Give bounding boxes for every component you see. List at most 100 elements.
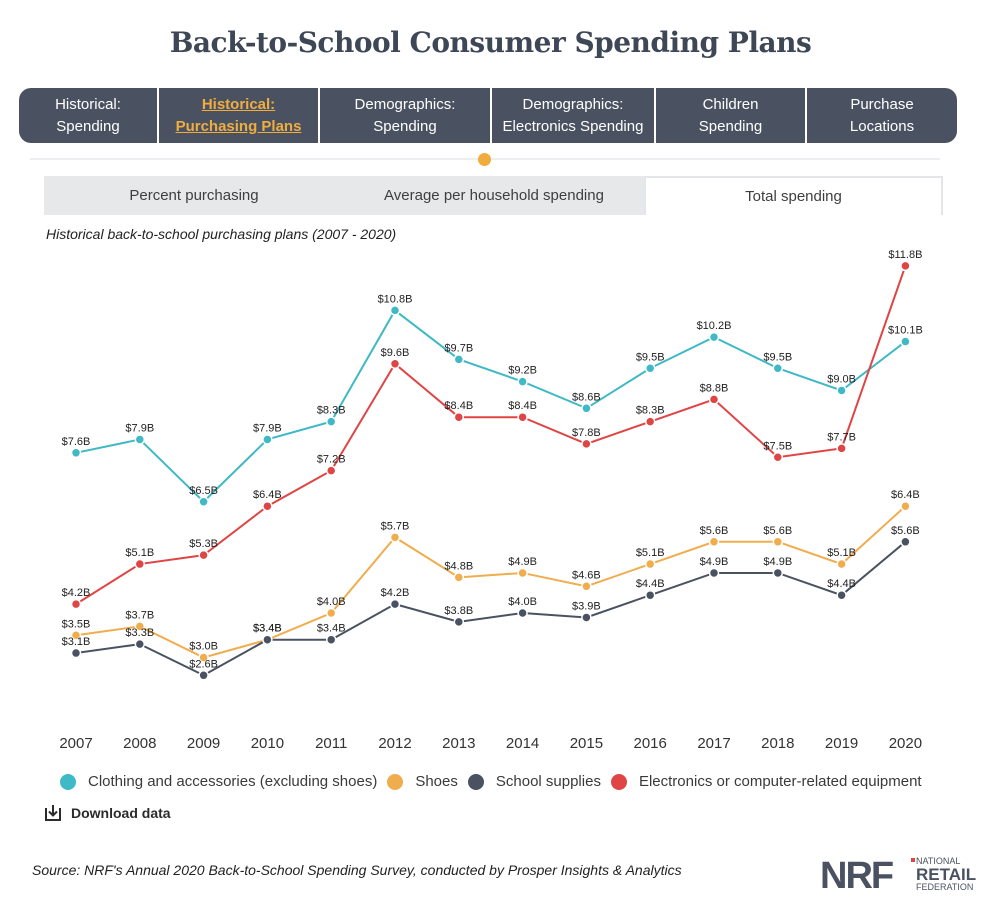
tab-children-spending[interactable]: Children Spending xyxy=(656,88,807,143)
data-label: $7.9B xyxy=(125,422,154,434)
data-label: $5.6B xyxy=(700,525,729,537)
series-line xyxy=(75,505,907,659)
svg-text:RETAIL: RETAIL xyxy=(916,865,976,884)
data-label: $10.1B xyxy=(888,325,923,337)
data-label: $5.1B xyxy=(827,547,856,559)
download-icon xyxy=(45,805,61,821)
legend-item-electronics[interactable]: Electronics or computer-related equipmen… xyxy=(610,773,922,790)
tab-label: Children Spending xyxy=(698,95,763,135)
tab-historical-spending[interactable]: Historical: Spending xyxy=(19,88,159,143)
tab-purchase-locations[interactable]: Purchase Locations xyxy=(807,88,957,143)
data-label: $3.4B xyxy=(253,623,282,635)
legend-marker xyxy=(610,773,627,790)
data-point xyxy=(581,438,592,450)
nrf-logo: NRF NATIONAL RETAIL FEDERATION xyxy=(820,855,976,895)
data-label: $4.0B xyxy=(317,596,346,608)
data-point xyxy=(644,416,656,427)
data-point xyxy=(262,500,273,512)
x-tick-label: 2015 xyxy=(570,735,603,752)
legend-marker xyxy=(467,773,484,790)
chart-caption: Historical back-to-school purchasing pla… xyxy=(46,226,397,242)
data-label: $4.4B xyxy=(636,578,665,590)
data-point xyxy=(517,567,528,579)
data-label: $10.2B xyxy=(697,320,732,332)
tab-label: Purchase Locations xyxy=(849,95,915,135)
data-point xyxy=(644,558,656,570)
subtab-average-per-household[interactable]: Average per household spending xyxy=(384,187,604,204)
subtab-bar: Percent purchasing Average per household… xyxy=(44,176,943,215)
data-point xyxy=(708,394,720,405)
data-point xyxy=(325,634,337,645)
tab-historical-purchasing-plans[interactable]: Historical: Purchasing Plans xyxy=(159,88,320,143)
data-label: $3.0B xyxy=(189,641,218,653)
subtab-total-spending[interactable]: Total spending xyxy=(644,176,943,215)
data-label: $6.4B xyxy=(253,489,282,501)
legend-marker xyxy=(387,773,404,790)
data-label: $4.2B xyxy=(62,587,91,599)
data-point xyxy=(517,411,528,423)
data-point xyxy=(900,500,911,512)
download-data-button[interactable]: Download data xyxy=(44,804,171,822)
x-tick-label: 2011 xyxy=(315,735,347,752)
svg-text:FEDERATION: FEDERATION xyxy=(916,882,973,892)
data-label: $7.7B xyxy=(827,431,856,443)
legend-item-school-supplies[interactable]: School supplies xyxy=(467,773,601,790)
data-label: $9.5B xyxy=(763,351,792,363)
tab-label: Historical: Purchasing Plans xyxy=(175,95,302,135)
subtab-percent-purchasing[interactable]: Percent purchasing xyxy=(129,187,259,204)
legend-item-shoes[interactable]: Shoes xyxy=(387,773,458,790)
data-label: $9.7B xyxy=(444,342,473,354)
data-label: $4.8B xyxy=(444,560,473,572)
x-tick-label: 2017 xyxy=(697,735,730,752)
data-point xyxy=(262,634,273,645)
data-label: $3.9B xyxy=(572,600,601,612)
data-label: $3.4B xyxy=(253,623,282,635)
nav-bar: Historical: Spending Historical: Purchas… xyxy=(19,88,957,143)
data-point xyxy=(325,465,337,476)
data-label: $3.1B xyxy=(62,636,91,648)
data-point xyxy=(70,447,82,459)
data-label: $5.6B xyxy=(763,525,792,537)
data-label: $4.9B xyxy=(508,556,537,568)
data-point xyxy=(772,536,784,548)
data-label: $9.2B xyxy=(508,365,537,377)
data-label: $9.6B xyxy=(381,347,410,359)
tab-demographics-electronics[interactable]: Demographics: Electronics Spending xyxy=(492,88,656,143)
data-label: $11.8B xyxy=(888,249,922,261)
data-point xyxy=(900,536,911,548)
data-label: $7.2B xyxy=(317,454,346,466)
data-label: $4.4B xyxy=(827,578,856,590)
series-line xyxy=(75,265,907,605)
data-point xyxy=(581,581,592,592)
data-point xyxy=(836,443,847,454)
data-point xyxy=(134,621,146,632)
data-point xyxy=(644,363,656,374)
data-point xyxy=(772,363,784,374)
data-point xyxy=(262,434,273,445)
data-label: $9.0B xyxy=(827,374,856,386)
legend-label: Shoes xyxy=(415,773,458,790)
data-point xyxy=(325,607,337,619)
data-label: $4.6B xyxy=(572,569,601,581)
tab-demographics-spending[interactable]: Demographics: Spending xyxy=(320,88,492,143)
data-point xyxy=(70,598,82,610)
data-label: $8.4B xyxy=(508,400,537,412)
data-label: $4.2B xyxy=(381,587,410,599)
data-point xyxy=(836,558,847,570)
data-label: $6.5B xyxy=(189,485,218,497)
data-label: $4.0B xyxy=(508,596,537,608)
data-point xyxy=(389,358,401,370)
x-tick-label: 2016 xyxy=(634,735,667,752)
data-label: $6.4B xyxy=(891,489,920,501)
data-point xyxy=(708,567,720,579)
x-tick-label: 2008 xyxy=(123,735,156,752)
data-point xyxy=(453,572,465,583)
data-label: $5.6B xyxy=(891,525,920,537)
data-point xyxy=(453,354,465,365)
data-point xyxy=(389,598,401,610)
data-point xyxy=(389,305,401,316)
source-note: Source: NRF's Annual 2020 Back-to-School… xyxy=(32,862,682,878)
data-label: $3.5B xyxy=(62,618,91,630)
series-line xyxy=(75,308,907,504)
legend-item-clothing[interactable]: Clothing and accessories (excluding shoe… xyxy=(60,773,377,790)
